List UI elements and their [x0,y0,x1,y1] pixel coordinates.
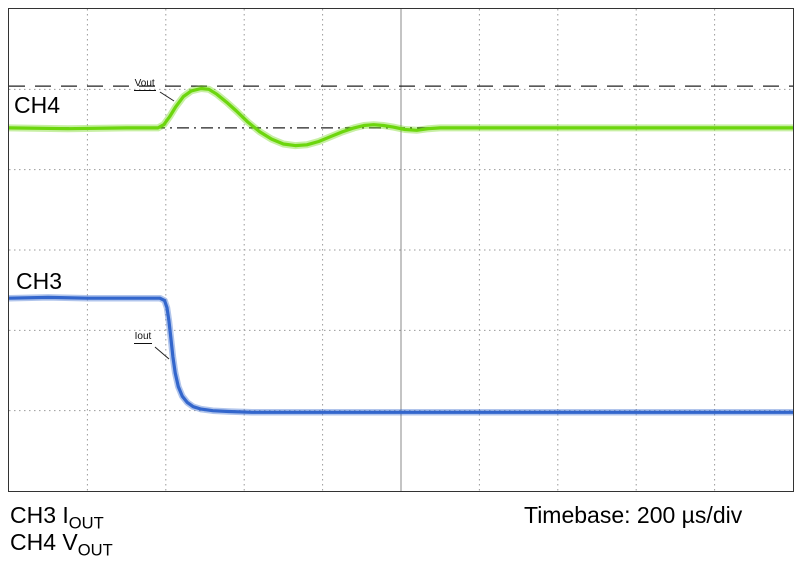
legend-ch4-text: CH4 V [10,529,78,555]
iout-trace-label: Iout [133,331,153,345]
ch3-trace [9,295,793,414]
vout-leader-line [159,91,175,102]
legend-ch3: CH3 IOUT [10,502,104,532]
legend-ch3-text: CH3 I [10,502,69,528]
scope-svg [9,9,793,491]
scope-display: CH4 CH3 Vout Iout [8,8,794,492]
legend-ch3-subscript: OUT [68,513,104,533]
ch4-channel-label: CH4 [14,92,61,118]
legend-ch4: CH4 VOUT [10,529,113,559]
ch4-trace [9,86,793,148]
vout-trace-label: Vout [133,78,156,92]
legend-ch4-subscript: OUT [77,540,113,560]
iout-leader-line [154,346,170,360]
timebase-label: Timebase: 200 µs/div [524,502,743,528]
ch3-channel-label: CH3 [16,268,63,294]
